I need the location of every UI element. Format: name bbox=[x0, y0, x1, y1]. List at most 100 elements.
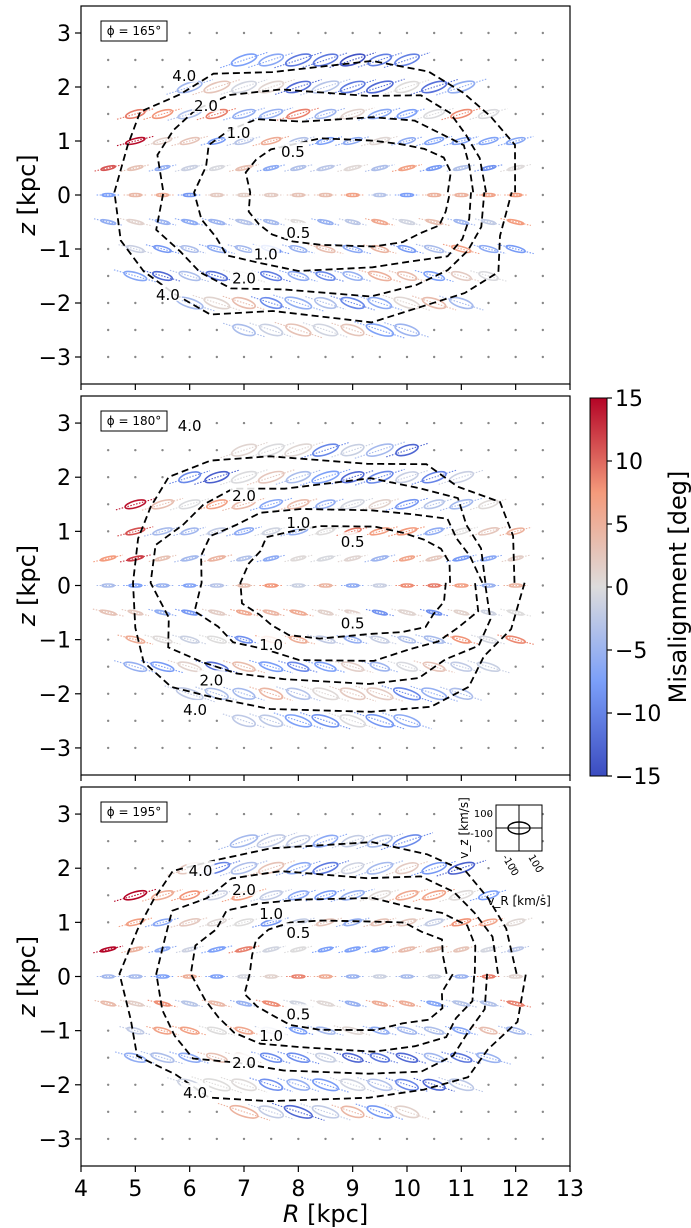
velocity-ellipse bbox=[148, 164, 177, 172]
contour-label: 0.5 bbox=[341, 614, 365, 632]
velocity-ellipse bbox=[143, 526, 182, 537]
velocity-ellipse bbox=[169, 1051, 211, 1065]
velocity-ellipse bbox=[173, 526, 206, 537]
empty-bin-dot bbox=[242, 31, 246, 35]
velocity-ellipse bbox=[93, 945, 124, 954]
velocity-ellipse bbox=[118, 244, 153, 254]
velocity-ellipse bbox=[419, 554, 450, 563]
velocity-ellipse bbox=[364, 218, 395, 226]
velocity-ellipse bbox=[392, 554, 422, 563]
velocity-ellipse bbox=[365, 608, 394, 617]
velocity-ellipse bbox=[96, 974, 120, 979]
x-tick-label: 7 bbox=[237, 1177, 251, 1202]
velocity-ellipse bbox=[299, 468, 352, 486]
empty-bin-dot bbox=[514, 746, 517, 750]
empty-bin-dot bbox=[487, 867, 490, 870]
empty-bin-dot bbox=[514, 894, 517, 897]
velocity-ellipse bbox=[361, 660, 399, 673]
empty-bin-dot bbox=[514, 85, 517, 89]
velocity-ellipse bbox=[150, 974, 175, 979]
empty-bin-dot bbox=[514, 1137, 517, 1141]
svg-text:-100: -100 bbox=[470, 829, 493, 840]
velocity-ellipse bbox=[470, 270, 507, 282]
velocity-ellipse bbox=[307, 634, 344, 645]
velocity-ellipse bbox=[476, 583, 501, 588]
velocity-ellipse bbox=[414, 269, 454, 283]
velocity-ellipse bbox=[249, 659, 294, 674]
velocity-ellipse bbox=[230, 554, 258, 563]
empty-bin-dot bbox=[269, 421, 273, 425]
velocity-ellipse bbox=[311, 945, 340, 954]
velocity-ellipse bbox=[259, 583, 283, 588]
svg-text:100: 100 bbox=[474, 809, 493, 820]
velocity-ellipse bbox=[220, 1076, 268, 1093]
velocity-ellipse bbox=[499, 526, 532, 536]
velocity-ellipse bbox=[143, 108, 182, 120]
velocity-ellipse bbox=[436, 78, 487, 96]
velocity-ellipse bbox=[247, 860, 296, 877]
density-contours: 0.5 1.0 2.0 4.0 0.5 1.0 2.0 4.0 bbox=[113, 59, 516, 324]
velocity-ellipse bbox=[415, 498, 454, 511]
empty-bin-dot bbox=[541, 692, 545, 695]
empty-bin-dot bbox=[134, 1110, 137, 1114]
empty-bin-dot bbox=[161, 692, 164, 695]
velocity-ellipse bbox=[178, 583, 201, 588]
velocity-ellipse bbox=[174, 999, 205, 1008]
empty-bin-dot bbox=[541, 193, 545, 197]
y-tick-label: 3 bbox=[57, 412, 71, 437]
x-axis: 4 5 6 7 8 9 10 11 12 13 R [kpc] bbox=[74, 1177, 584, 1228]
velocity-ellipse bbox=[201, 608, 232, 617]
velocity-ellipse bbox=[251, 269, 291, 283]
velocity-ellipse bbox=[249, 497, 293, 511]
empty-bin-dot bbox=[106, 476, 110, 479]
empty-bin-dot bbox=[188, 812, 191, 816]
velocity-ellipse bbox=[307, 498, 344, 511]
velocity-ellipse bbox=[470, 135, 507, 147]
x-tick-label: 6 bbox=[183, 1177, 197, 1202]
velocity-ellipse bbox=[386, 888, 428, 902]
empty-bin-dot bbox=[487, 719, 490, 723]
velocity-ellipse bbox=[311, 608, 340, 617]
empty-bin-dot bbox=[161, 355, 164, 359]
velocity-ellipse bbox=[333, 1025, 372, 1037]
velocity-ellipse bbox=[380, 832, 434, 851]
y-tick-label: 3 bbox=[57, 22, 71, 47]
empty-bin-dot bbox=[161, 1110, 164, 1114]
empty-bin-dot bbox=[541, 1110, 545, 1114]
velocity-ellipse bbox=[330, 295, 375, 311]
empty-bin-dot bbox=[106, 530, 110, 533]
velocity-ellipse bbox=[392, 999, 422, 1008]
velocity-ellipse bbox=[232, 974, 256, 979]
velocity-ellipse bbox=[359, 889, 401, 902]
empty-bin-dot bbox=[541, 867, 545, 870]
velocity-ellipse bbox=[469, 108, 508, 120]
density-contours: 0.5 1.0 2.0 4.0 0.5 1.0 2.0 4.0 bbox=[132, 415, 526, 719]
empty-bin-dot bbox=[541, 112, 545, 116]
empty-bin-dot bbox=[405, 355, 409, 359]
inset-x-label: v_R [km/s] bbox=[487, 894, 551, 908]
velocity-ellipse bbox=[220, 51, 268, 69]
inset-y-label: v_z [km/s] bbox=[457, 797, 471, 859]
contour-label: 2.0 bbox=[194, 97, 218, 115]
empty-bin-dot bbox=[487, 448, 490, 452]
empty-bin-dot bbox=[297, 1137, 300, 1141]
empty-bin-dot bbox=[541, 638, 545, 641]
contour-label: 4.0 bbox=[178, 417, 202, 435]
velocity-ellipse bbox=[164, 685, 215, 703]
velocity-ellipse bbox=[273, 712, 323, 730]
empty-bin-dot bbox=[541, 328, 545, 332]
empty-bin-dot bbox=[541, 921, 545, 924]
velocity-ellipse bbox=[335, 136, 371, 146]
empty-bin-dot bbox=[161, 85, 164, 89]
empty-bin-dot bbox=[541, 719, 545, 723]
velocity-ellipse bbox=[354, 468, 405, 486]
velocity-ellipse bbox=[436, 859, 487, 877]
velocity-ellipse bbox=[497, 243, 534, 255]
velocity-ellipse bbox=[248, 52, 295, 68]
velocity-ellipse bbox=[305, 107, 346, 121]
velocity-ellipse bbox=[363, 917, 397, 928]
empty-bin-dot bbox=[106, 839, 110, 843]
empty-bin-dot bbox=[215, 58, 219, 62]
velocity-ellipse bbox=[201, 999, 232, 1008]
empty-bin-dot bbox=[106, 247, 110, 251]
